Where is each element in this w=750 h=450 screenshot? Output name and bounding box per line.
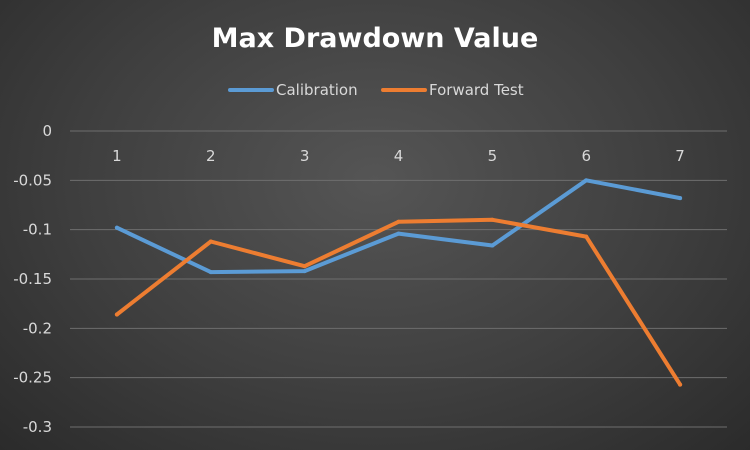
- x-tick-label: 2: [206, 147, 216, 165]
- data-point: [208, 239, 213, 244]
- x-tick-label: 7: [675, 147, 685, 165]
- y-tick-label: -0.05: [13, 171, 52, 189]
- y-tick-label: 0: [42, 122, 52, 140]
- data-point: [302, 264, 307, 269]
- data-point: [490, 217, 495, 222]
- series-line-calibration: [114, 178, 683, 275]
- y-tick-label: -0.2: [23, 319, 52, 337]
- legend-label-forward-test: Forward Test: [429, 81, 524, 99]
- data-point: [678, 196, 683, 201]
- chart-title: Max Drawdown Value: [212, 23, 539, 54]
- data-point: [584, 178, 589, 183]
- series-line-forward-test: [114, 217, 683, 387]
- data-point: [396, 219, 401, 224]
- gridlines: [70, 130, 727, 428]
- data-point: [396, 231, 401, 236]
- data-point: [208, 270, 213, 275]
- y-tick-label: -0.3: [23, 418, 52, 436]
- x-axis-tick-labels: 1 2 3 4 5 6 7: [112, 147, 685, 165]
- x-tick-label: 3: [300, 147, 310, 165]
- x-tick-label: 1: [112, 147, 122, 165]
- y-tick-label: -0.1: [23, 221, 52, 239]
- data-point: [490, 243, 495, 248]
- legend: Calibration Forward Test: [228, 81, 524, 99]
- series-lines: [114, 178, 683, 387]
- data-point: [302, 269, 307, 274]
- x-tick-label: 5: [488, 147, 498, 165]
- data-point: [584, 234, 589, 239]
- y-tick-label: -0.25: [13, 369, 52, 387]
- y-tick-label: -0.15: [13, 270, 52, 288]
- data-point: [114, 312, 119, 317]
- data-point: [114, 225, 119, 230]
- y-axis-tick-labels: 0 -0.05 -0.1 -0.15 -0.2 -0.25 -0.3: [13, 122, 52, 436]
- x-tick-label: 6: [581, 147, 591, 165]
- x-tick-label: 4: [394, 147, 404, 165]
- data-point: [678, 382, 683, 387]
- legend-label-calibration: Calibration: [276, 81, 358, 99]
